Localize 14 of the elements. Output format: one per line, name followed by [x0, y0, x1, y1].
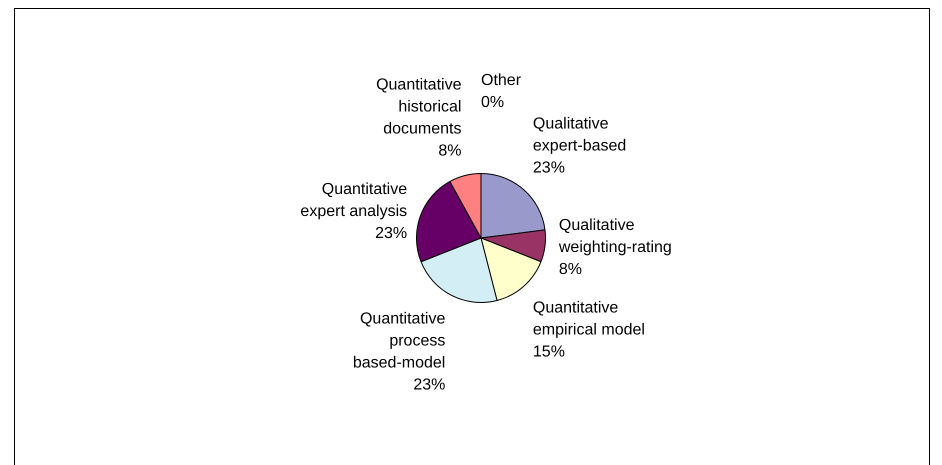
- data-label: 23%: [532, 160, 565, 177]
- slice-label: Qualitative weighting-rating: [558, 217, 672, 256]
- slice-label: Quantitative historical documents: [376, 76, 462, 138]
- slice-label: Quantitative process based-model: [352, 310, 446, 372]
- slice-label: Quantitative empirical model: [532, 299, 645, 338]
- text: 0%: [481, 94, 504, 111]
- slice-label: Quantitative expert analysis: [300, 180, 408, 220]
- slice-label: Qualitative expert-based: [532, 116, 626, 155]
- category-label: Other: [481, 72, 522, 89]
- data-label: 23%: [413, 376, 446, 394]
- data-label: 8%: [558, 261, 582, 278]
- data-label: 8%: [438, 142, 462, 160]
- data-label: 23%: [375, 224, 408, 242]
- data-label: 15%: [532, 343, 565, 360]
